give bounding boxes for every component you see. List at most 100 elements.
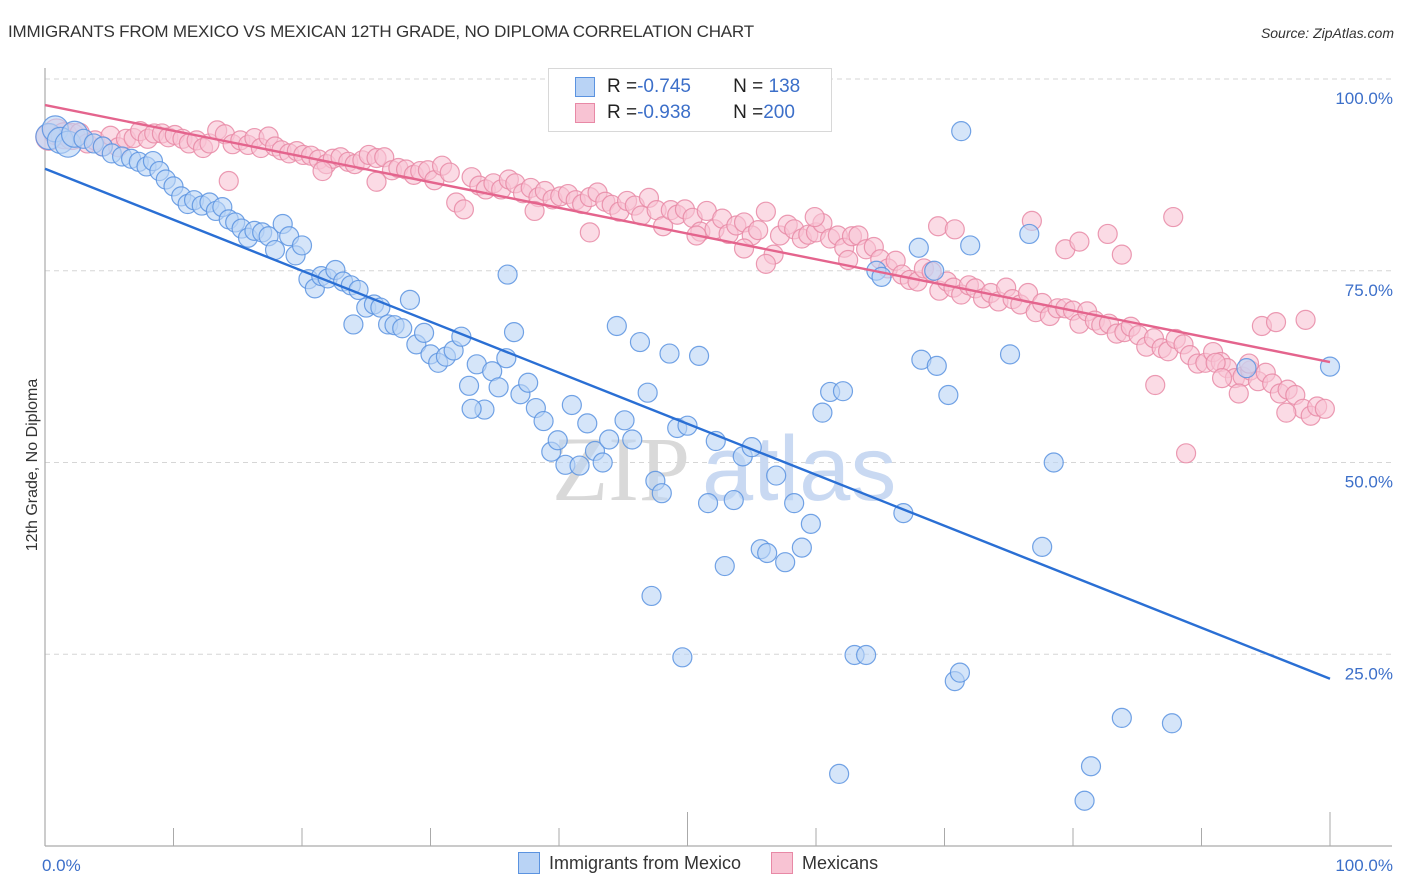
mexicans-point — [1314, 398, 1335, 419]
mexicans-point — [579, 222, 600, 243]
immigrants-point — [672, 647, 693, 668]
immigrants-point — [1019, 223, 1040, 245]
immigrants-point — [392, 318, 413, 339]
immigrants-point — [458, 375, 480, 396]
immigrants-point — [599, 429, 620, 450]
source-credit: Source: ZipAtlas.com — [1260, 25, 1394, 41]
mexicans-points — [35, 118, 1335, 464]
immigrants-point — [1074, 790, 1095, 811]
stats-legend: R = -0.745 N = 138 R = -0.938 N = 200 — [548, 68, 832, 132]
immigrants-point — [812, 402, 833, 423]
mexicans-point — [1145, 374, 1166, 396]
mexicans-point — [1111, 244, 1132, 265]
immigrants-point — [547, 430, 568, 451]
legend-r-label: R = — [607, 102, 638, 123]
tick-labels: 25.0% 50.0% 75.0% 100.0% 0.0% 100.0% — [42, 89, 1393, 875]
immigrants-point — [614, 410, 635, 431]
y-axis-label: 12th Grade, No Diploma — [24, 379, 41, 552]
mexicans-point — [524, 200, 545, 222]
immigrants-point — [775, 552, 796, 573]
immigrants-point — [606, 315, 627, 337]
immigrants-point — [949, 662, 971, 683]
immigrants-point — [1032, 536, 1053, 557]
legend-n-value: 138 — [763, 76, 801, 97]
y-tick-label: 100.0% — [1335, 89, 1393, 108]
legend-row-mexicans: R = -0.938 N = 200 — [575, 101, 795, 125]
mexicans-point — [1211, 368, 1233, 389]
immigrants-point — [999, 344, 1021, 365]
immigrants-points — [35, 68, 1341, 811]
legend-r-value: -0.745 — [637, 76, 691, 97]
immigrants-point — [1080, 756, 1102, 777]
immigrants-point — [791, 537, 812, 558]
immigrants-point — [1161, 713, 1183, 734]
mexicans-point — [453, 199, 475, 220]
chart-title: IMMIGRANTS FROM MEXICO VS MEXICAN 12TH G… — [8, 22, 754, 41]
legend-n-label: N = — [733, 102, 764, 123]
mexicans-point — [218, 170, 239, 192]
legend-r-label: R = — [607, 76, 638, 97]
mexicans-point — [755, 253, 776, 274]
immigrants-point — [784, 493, 805, 514]
immigrants-point — [533, 410, 554, 432]
immigrants-point — [856, 644, 877, 666]
immigrants-point — [1111, 707, 1132, 729]
y-tick-label: 50.0% — [1345, 473, 1393, 492]
legend-swatch-pink — [771, 852, 794, 874]
immigrants-point — [714, 555, 735, 577]
immigrants-point — [622, 429, 643, 450]
legend-label-immigrants: Immigrants from Mexico — [549, 852, 742, 873]
immigrants-point — [1236, 358, 1257, 379]
y-tick-label: 25.0% — [1345, 664, 1393, 683]
legend-row-immigrants: R = -0.745 N = 138 — [575, 75, 800, 99]
immigrants-point — [723, 489, 744, 511]
mexicans-point — [1097, 223, 1118, 245]
immigrants-point — [757, 542, 778, 564]
legend-label-mexicans: Mexicans — [802, 852, 879, 873]
mexicans-point — [1163, 206, 1184, 228]
immigrants-point — [518, 372, 539, 393]
immigrants-point — [641, 585, 662, 607]
immigrants-point — [951, 121, 972, 142]
immigrants-point — [829, 763, 850, 785]
x-tick-label: 0.0% — [42, 856, 81, 875]
immigrants-point — [924, 260, 945, 281]
immigrants-point — [503, 322, 525, 343]
immigrants-point — [938, 384, 959, 406]
immigrants-point — [926, 355, 947, 376]
immigrants-point — [832, 381, 854, 402]
axes — [44, 68, 1392, 847]
legend-item-mexicans[interactable]: Mexicans — [771, 852, 878, 874]
mexicans-point — [439, 162, 460, 183]
immigrants-point — [461, 398, 482, 419]
mexicans-point — [312, 160, 333, 182]
series-legend: Immigrants from Mexico Mexicans — [518, 852, 908, 874]
immigrants-point — [688, 345, 710, 366]
legend-swatch-blue — [518, 852, 540, 874]
mexicans-point — [1228, 383, 1249, 404]
immigrants-point — [659, 343, 680, 364]
mexicans-point — [733, 238, 755, 259]
immigrants-point — [399, 289, 421, 310]
immigrants-point — [629, 331, 651, 353]
immigrants-point — [569, 455, 590, 476]
immigrants-point — [908, 237, 929, 258]
mexicans-point — [1295, 309, 1316, 330]
mexicans-point — [1265, 312, 1287, 333]
immigrants-point — [800, 513, 821, 534]
immigrants-point — [766, 465, 787, 486]
x-tick-label: 100.0% — [1335, 856, 1393, 875]
immigrants-point — [561, 394, 582, 416]
mexicans-point — [804, 206, 825, 228]
watermark: ZIP atlas — [552, 418, 896, 520]
immigrants-point — [1043, 452, 1064, 473]
immigrants-point — [413, 322, 435, 343]
mexicans-point — [1276, 402, 1297, 423]
legend-r-value: -0.938 — [637, 102, 691, 123]
legend-item-immigrants[interactable]: Immigrants from Mexico — [518, 852, 741, 874]
mexicans-point — [1175, 443, 1197, 464]
immigrants-point — [960, 235, 981, 256]
mexicans-point — [366, 171, 387, 192]
mexicans-point — [748, 219, 769, 241]
immigrants-point — [577, 413, 598, 434]
